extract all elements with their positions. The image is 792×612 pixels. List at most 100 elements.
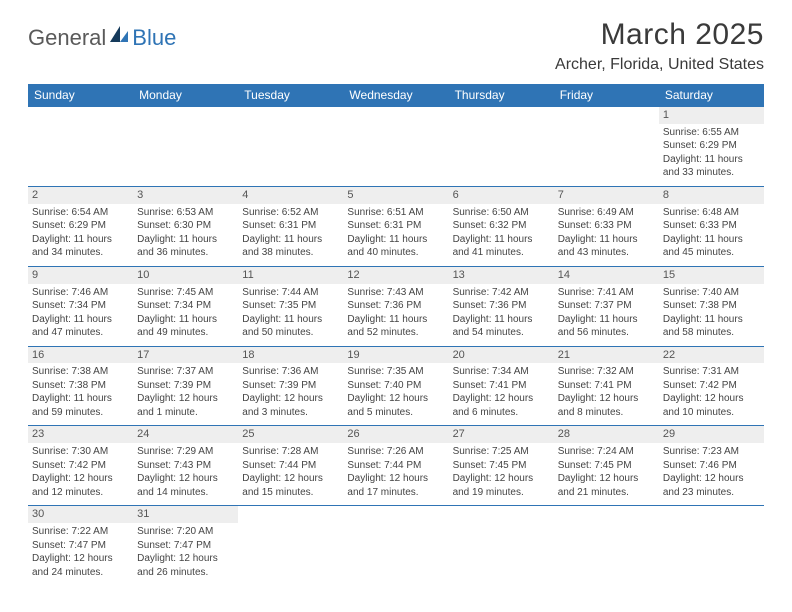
day-body: Sunrise: 7:41 AMSunset: 7:37 PMDaylight:… [554, 284, 659, 346]
day-body: Sunrise: 7:34 AMSunset: 7:41 PMDaylight:… [449, 363, 554, 425]
sunrise-text: Sunrise: 7:30 AM [32, 445, 129, 459]
daylight-text: and 38 minutes. [242, 246, 339, 260]
daylight-text: and 47 minutes. [32, 326, 129, 340]
sunrise-text: Sunrise: 7:37 AM [137, 365, 234, 379]
daylight-text: Daylight: 11 hours [137, 233, 234, 247]
daylight-text: Daylight: 12 hours [347, 392, 444, 406]
day-header: Tuesday [238, 84, 343, 107]
daylight-text: and 36 minutes. [137, 246, 234, 260]
day-body: Sunrise: 7:31 AMSunset: 7:42 PMDaylight:… [659, 363, 764, 425]
day-cell: 5Sunrise: 6:51 AMSunset: 6:31 PMDaylight… [343, 186, 448, 266]
day-header: Thursday [449, 84, 554, 107]
sunrise-text: Sunrise: 7:43 AM [347, 286, 444, 300]
day-cell: 9Sunrise: 7:46 AMSunset: 7:34 PMDaylight… [28, 266, 133, 346]
sunset-text: Sunset: 7:38 PM [663, 299, 760, 313]
day-cell [28, 107, 133, 187]
sunrise-text: Sunrise: 7:25 AM [453, 445, 550, 459]
day-cell: 25Sunrise: 7:28 AMSunset: 7:44 PMDayligh… [238, 426, 343, 506]
daylight-text: Daylight: 12 hours [137, 552, 234, 566]
daylight-text: and 40 minutes. [347, 246, 444, 260]
day-cell: 16Sunrise: 7:38 AMSunset: 7:38 PMDayligh… [28, 346, 133, 426]
daylight-text: and 34 minutes. [32, 246, 129, 260]
sunrise-text: Sunrise: 6:54 AM [32, 206, 129, 220]
title-block: March 2025 Archer, Florida, United State… [555, 18, 764, 74]
day-header: Saturday [659, 84, 764, 107]
day-cell [343, 107, 448, 187]
daylight-text: and 26 minutes. [137, 566, 234, 580]
day-body: Sunrise: 7:28 AMSunset: 7:44 PMDaylight:… [238, 443, 343, 505]
day-body: Sunrise: 6:50 AMSunset: 6:32 PMDaylight:… [449, 204, 554, 266]
day-number: 3 [133, 187, 238, 204]
daylight-text: and 10 minutes. [663, 406, 760, 420]
daylight-text: and 24 minutes. [32, 566, 129, 580]
sunrise-text: Sunrise: 7:28 AM [242, 445, 339, 459]
sunset-text: Sunset: 7:43 PM [137, 459, 234, 473]
sunrise-text: Sunrise: 6:52 AM [242, 206, 339, 220]
sunset-text: Sunset: 7:36 PM [347, 299, 444, 313]
day-body: Sunrise: 7:32 AMSunset: 7:41 PMDaylight:… [554, 363, 659, 425]
day-cell [554, 506, 659, 585]
daylight-text: and 5 minutes. [347, 406, 444, 420]
day-number: 16 [28, 347, 133, 364]
sunset-text: Sunset: 7:45 PM [558, 459, 655, 473]
day-cell: 26Sunrise: 7:26 AMSunset: 7:44 PMDayligh… [343, 426, 448, 506]
day-header: Friday [554, 84, 659, 107]
sunset-text: Sunset: 6:33 PM [663, 219, 760, 233]
daylight-text: Daylight: 11 hours [558, 313, 655, 327]
sunrise-text: Sunrise: 7:40 AM [663, 286, 760, 300]
day-number: 21 [554, 347, 659, 364]
table-row: 30Sunrise: 7:22 AMSunset: 7:47 PMDayligh… [28, 506, 764, 585]
sunrise-text: Sunrise: 6:50 AM [453, 206, 550, 220]
sunset-text: Sunset: 6:33 PM [558, 219, 655, 233]
day-header: Monday [133, 84, 238, 107]
daylight-text: Daylight: 12 hours [663, 472, 760, 486]
daylight-text: and 6 minutes. [453, 406, 550, 420]
month-title: March 2025 [555, 18, 764, 52]
day-number: 23 [28, 426, 133, 443]
day-body: Sunrise: 7:37 AMSunset: 7:39 PMDaylight:… [133, 363, 238, 425]
daylight-text: and 8 minutes. [558, 406, 655, 420]
day-cell [449, 107, 554, 187]
day-cell: 3Sunrise: 6:53 AMSunset: 6:30 PMDaylight… [133, 186, 238, 266]
daylight-text: Daylight: 12 hours [663, 392, 760, 406]
daylight-text: and 49 minutes. [137, 326, 234, 340]
table-row: 2Sunrise: 6:54 AMSunset: 6:29 PMDaylight… [28, 186, 764, 266]
day-cell: 31Sunrise: 7:20 AMSunset: 7:47 PMDayligh… [133, 506, 238, 585]
day-body: Sunrise: 7:22 AMSunset: 7:47 PMDaylight:… [28, 523, 133, 585]
day-cell: 4Sunrise: 6:52 AMSunset: 6:31 PMDaylight… [238, 186, 343, 266]
daylight-text: Daylight: 11 hours [137, 313, 234, 327]
sunrise-text: Sunrise: 6:51 AM [347, 206, 444, 220]
day-cell: 21Sunrise: 7:32 AMSunset: 7:41 PMDayligh… [554, 346, 659, 426]
day-body: Sunrise: 6:55 AMSunset: 6:29 PMDaylight:… [659, 124, 764, 186]
day-number: 17 [133, 347, 238, 364]
day-body: Sunrise: 7:40 AMSunset: 7:38 PMDaylight:… [659, 284, 764, 346]
daylight-text: and 17 minutes. [347, 486, 444, 500]
day-body: Sunrise: 7:26 AMSunset: 7:44 PMDaylight:… [343, 443, 448, 505]
day-cell: 28Sunrise: 7:24 AMSunset: 7:45 PMDayligh… [554, 426, 659, 506]
sunset-text: Sunset: 7:39 PM [137, 379, 234, 393]
daylight-text: Daylight: 12 hours [347, 472, 444, 486]
day-body: Sunrise: 6:54 AMSunset: 6:29 PMDaylight:… [28, 204, 133, 266]
calendar-body: 1Sunrise: 6:55 AMSunset: 6:29 PMDaylight… [28, 107, 764, 586]
day-cell [554, 107, 659, 187]
day-number: 11 [238, 267, 343, 284]
day-body: Sunrise: 7:45 AMSunset: 7:34 PMDaylight:… [133, 284, 238, 346]
sunset-text: Sunset: 7:39 PM [242, 379, 339, 393]
day-number: 8 [659, 187, 764, 204]
daylight-text: Daylight: 11 hours [663, 313, 760, 327]
daylight-text: and 21 minutes. [558, 486, 655, 500]
logo-text-blue: Blue [132, 25, 176, 51]
day-body: Sunrise: 7:20 AMSunset: 7:47 PMDaylight:… [133, 523, 238, 585]
day-cell: 30Sunrise: 7:22 AMSunset: 7:47 PMDayligh… [28, 506, 133, 585]
daylight-text: and 58 minutes. [663, 326, 760, 340]
daylight-text: Daylight: 12 hours [137, 472, 234, 486]
location: Archer, Florida, United States [555, 56, 764, 74]
day-header: Sunday [28, 84, 133, 107]
sunset-text: Sunset: 7:41 PM [558, 379, 655, 393]
day-number: 2 [28, 187, 133, 204]
day-cell [238, 107, 343, 187]
day-body: Sunrise: 7:29 AMSunset: 7:43 PMDaylight:… [133, 443, 238, 505]
day-body: Sunrise: 6:49 AMSunset: 6:33 PMDaylight:… [554, 204, 659, 266]
sunrise-text: Sunrise: 7:34 AM [453, 365, 550, 379]
day-number: 20 [449, 347, 554, 364]
